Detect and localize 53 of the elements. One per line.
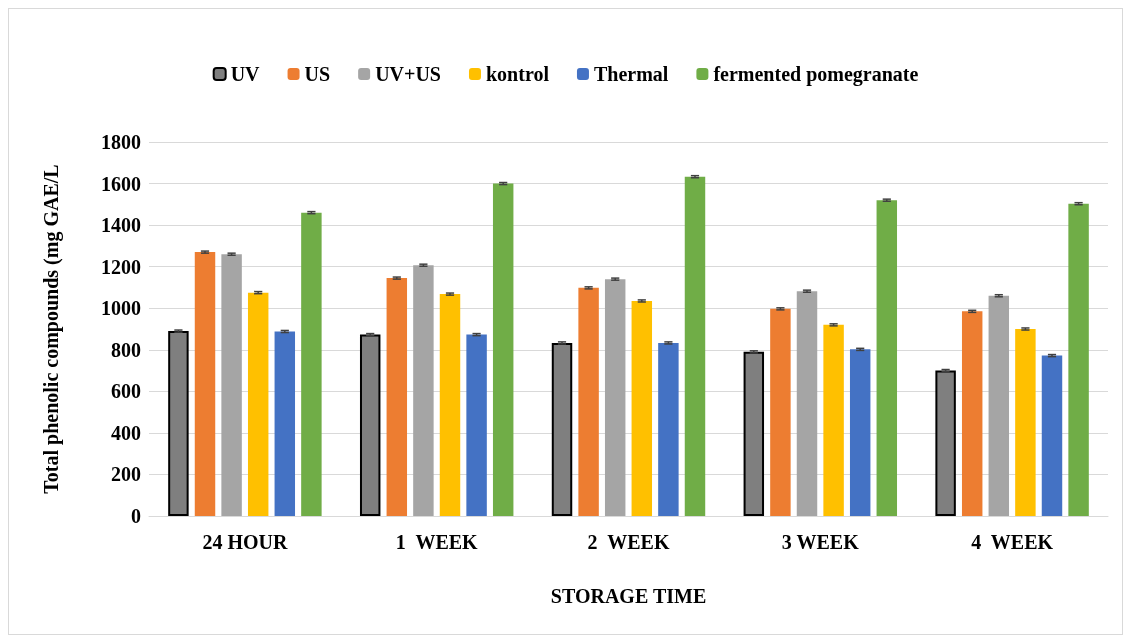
- y-tick-label: 600: [111, 380, 141, 403]
- y-tick-label: 1200: [101, 255, 141, 278]
- bar: [988, 295, 1010, 516]
- bar: [631, 300, 653, 516]
- legend-label: UV: [230, 63, 261, 85]
- y-tick-label: 800: [111, 338, 141, 361]
- bar: [274, 331, 296, 516]
- bar: [849, 349, 871, 516]
- legend-label: UV+US: [375, 63, 441, 85]
- bar: [168, 331, 189, 516]
- x-tick-label: 2 WEEK: [587, 531, 670, 553]
- y-tick-label: 400: [111, 421, 141, 444]
- y-tick-label: 1400: [101, 214, 141, 237]
- bar: [935, 370, 956, 516]
- bar: [359, 334, 381, 516]
- x-tick-label: 1 WEEK: [395, 531, 479, 553]
- legend-label: fermented pomegranate: [713, 63, 919, 86]
- bar: [413, 265, 434, 516]
- x-axis-title: STORAGE TIME: [550, 585, 707, 607]
- legend-label: Thermal: [593, 63, 669, 85]
- bar: [1015, 329, 1036, 516]
- y-axis-title: Total phenolic compounds (mg GAE/L: [40, 164, 63, 494]
- bar: [194, 252, 216, 516]
- bar: [301, 212, 322, 516]
- bar: [658, 342, 679, 516]
- y-tick-label: 0: [131, 505, 141, 527]
- bar: [684, 176, 706, 516]
- bar: [823, 324, 844, 516]
- bar: [604, 279, 626, 516]
- bar: [1068, 203, 1089, 516]
- y-tick-label: 1000: [101, 297, 141, 320]
- bar: [221, 254, 242, 516]
- bar: [466, 334, 487, 516]
- bar: [439, 294, 461, 516]
- bar: [492, 183, 514, 516]
- bar: [743, 351, 765, 516]
- bar: [770, 308, 791, 516]
- y-tick-label: 1800: [101, 131, 141, 153]
- bar: [578, 287, 599, 516]
- legend-label: US: [304, 63, 331, 85]
- x-tick-label: 3 WEEK: [781, 531, 860, 553]
- y-tick-label: 200: [111, 463, 141, 486]
- bar: [1041, 355, 1063, 516]
- x-tick-label: 4 WEEK: [971, 531, 1054, 553]
- bar: [961, 311, 983, 516]
- legend-label: kontrol: [485, 63, 550, 85]
- x-tick-label: 24 HOUR: [202, 531, 288, 553]
- bar: [247, 292, 269, 516]
- bar: [386, 278, 408, 516]
- bar: [796, 291, 818, 516]
- bar: [551, 342, 573, 516]
- bar: [876, 200, 898, 516]
- y-tick-label: 1600: [101, 172, 141, 195]
